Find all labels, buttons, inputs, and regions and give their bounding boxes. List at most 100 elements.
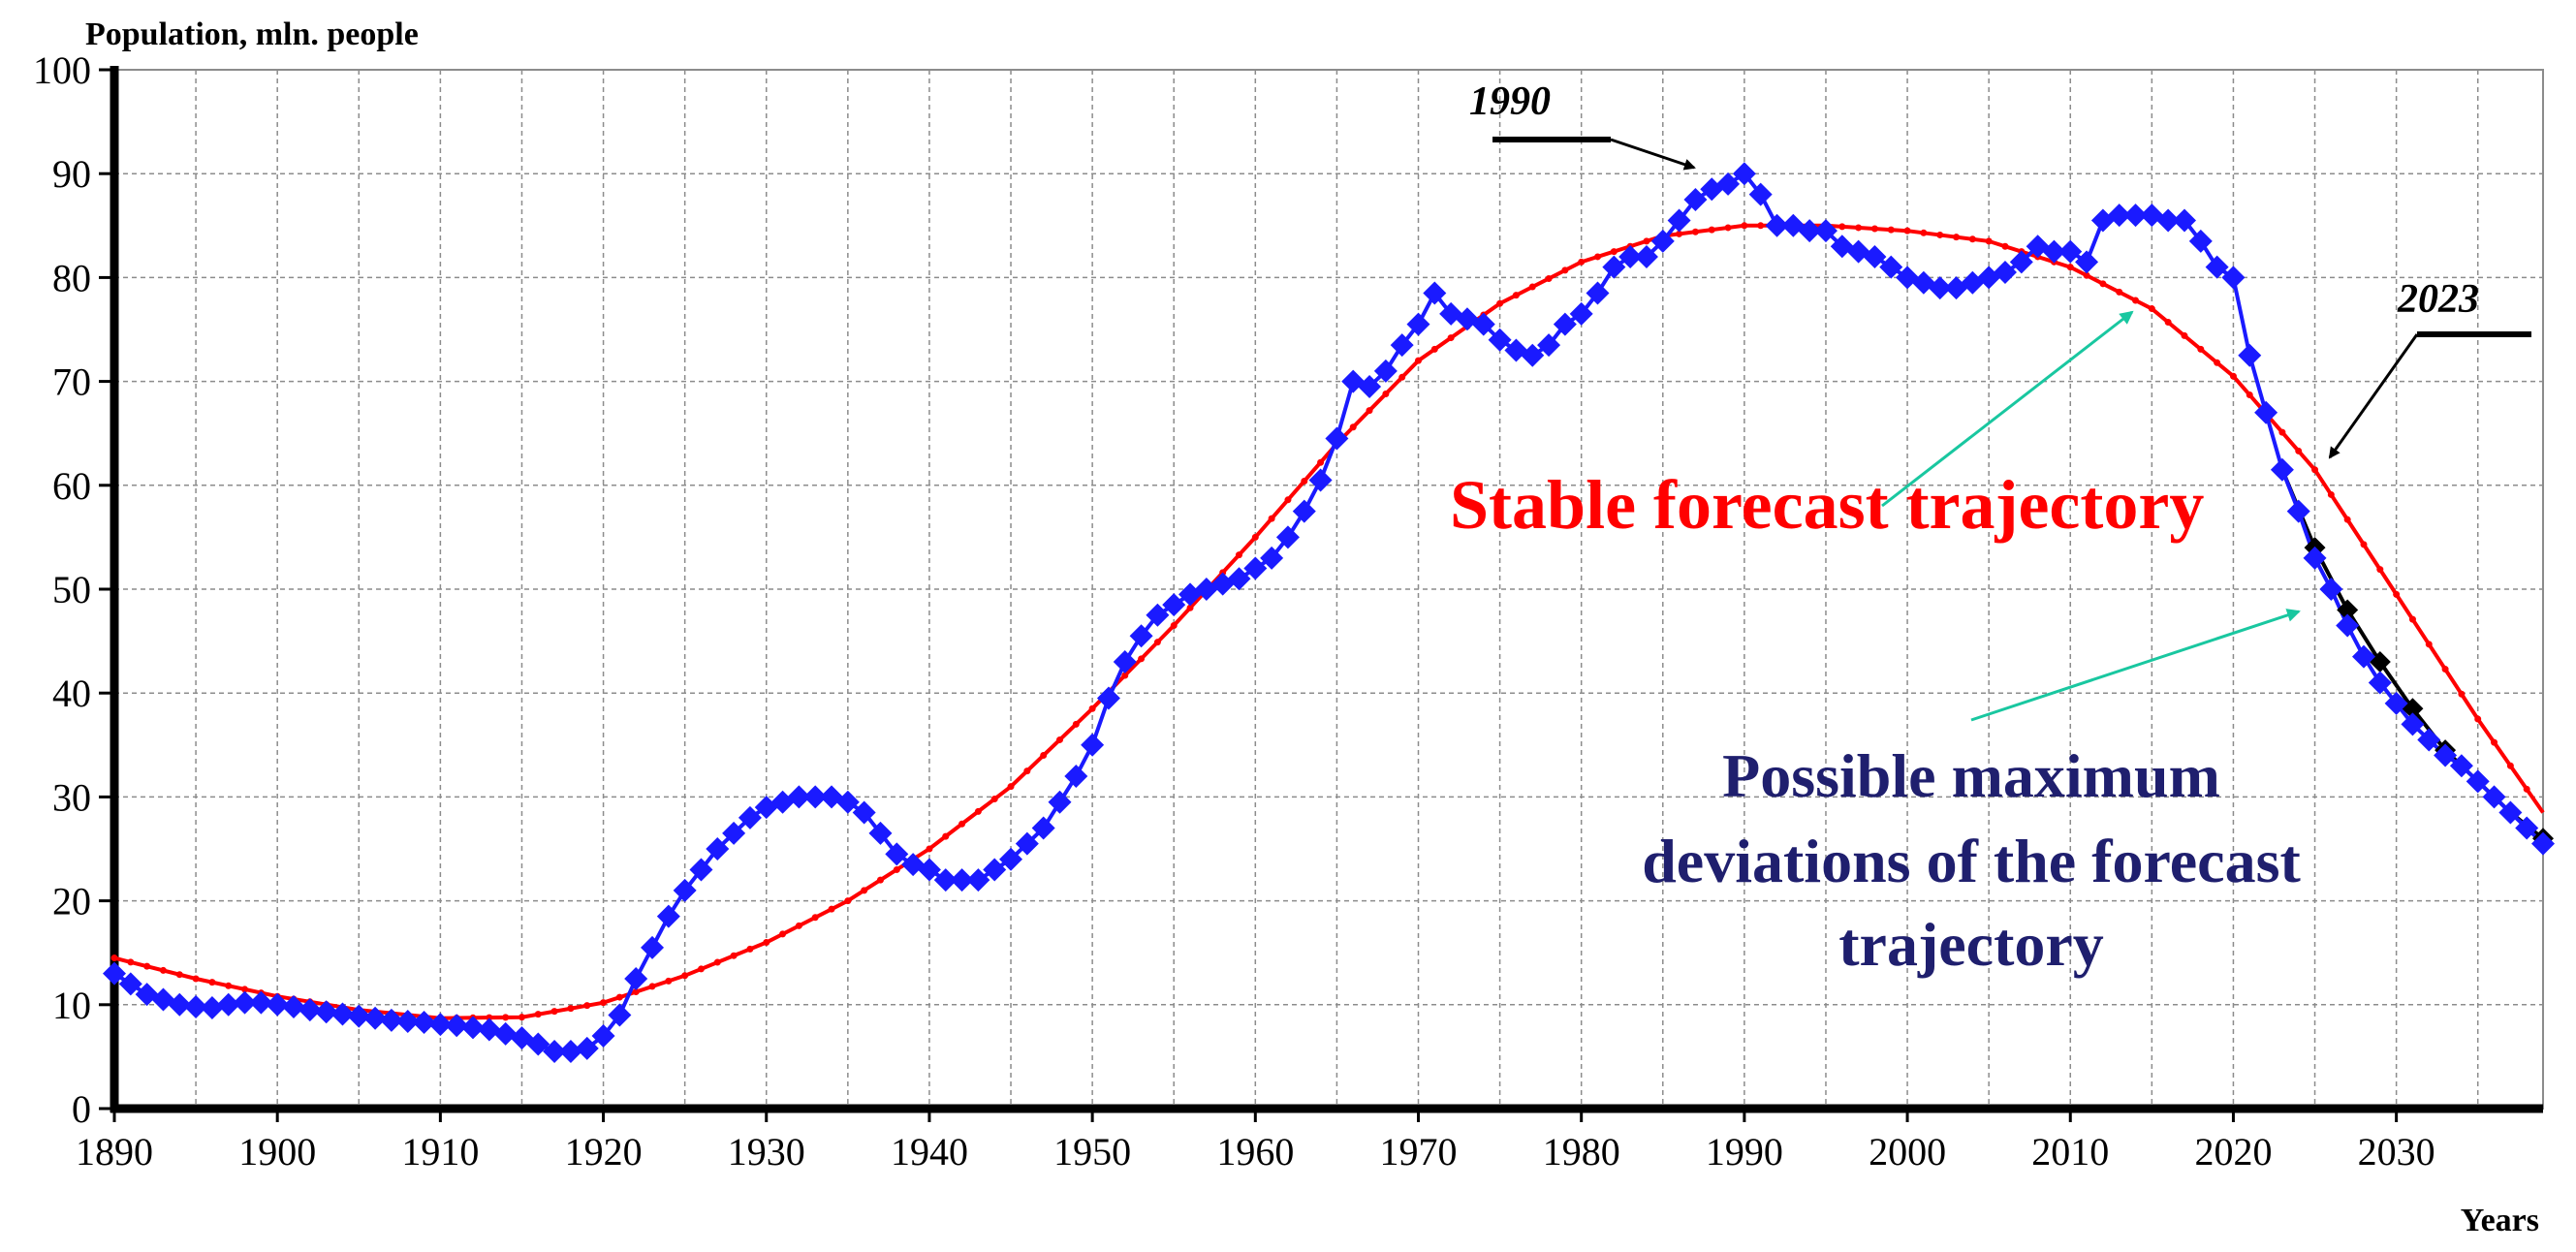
data-point bbox=[1903, 227, 1911, 235]
data-point bbox=[1153, 639, 1161, 646]
data-point bbox=[2009, 250, 2033, 274]
actual-population-markers bbox=[103, 162, 2555, 1064]
y-tick-label: 50 bbox=[52, 568, 91, 611]
data-point bbox=[1488, 328, 1512, 352]
data-point bbox=[550, 1008, 558, 1016]
deviation-label-line-2: deviations of the forecast bbox=[1642, 827, 2301, 895]
y-tick-label: 30 bbox=[52, 775, 91, 819]
data-point bbox=[1251, 533, 1259, 541]
data-point bbox=[159, 966, 167, 974]
data-point bbox=[942, 832, 950, 840]
data-point bbox=[2311, 466, 2319, 474]
x-tick-label: 1930 bbox=[728, 1130, 805, 1174]
data-point bbox=[1545, 274, 1553, 282]
data-point bbox=[999, 847, 1023, 871]
y-tick-label: 0 bbox=[72, 1087, 91, 1131]
y-tick-label: 20 bbox=[52, 880, 91, 923]
data-point bbox=[2197, 345, 2205, 353]
data-point bbox=[632, 988, 640, 996]
y-tick-label: 100 bbox=[33, 48, 91, 92]
data-point bbox=[1748, 182, 1773, 206]
data-point bbox=[779, 930, 787, 938]
data-point bbox=[852, 800, 876, 825]
data-point bbox=[1765, 213, 1789, 237]
data-point bbox=[1863, 244, 1887, 268]
data-point bbox=[1870, 225, 1878, 233]
data-point bbox=[2116, 288, 2123, 296]
data-point bbox=[861, 887, 868, 894]
data-point bbox=[746, 945, 754, 953]
data-point bbox=[1553, 312, 1577, 336]
data-point bbox=[1691, 228, 1699, 235]
data-point bbox=[868, 821, 893, 845]
data-point bbox=[681, 972, 689, 980]
x-tick-label: 1950 bbox=[1053, 1130, 1131, 1174]
data-point bbox=[2229, 372, 2237, 380]
data-point bbox=[893, 865, 900, 873]
data-point bbox=[763, 938, 770, 946]
data-point bbox=[1586, 281, 1610, 305]
data-point bbox=[363, 1006, 388, 1030]
data-point bbox=[192, 975, 200, 983]
data-point bbox=[738, 805, 762, 829]
data-point bbox=[2099, 280, 2107, 288]
data-point bbox=[558, 1040, 582, 1064]
data-point bbox=[2238, 343, 2262, 367]
data-point bbox=[103, 961, 126, 986]
data-point bbox=[1138, 655, 1146, 663]
data-point bbox=[2083, 271, 2090, 279]
data-point bbox=[486, 1014, 493, 1021]
data-point bbox=[1317, 458, 1325, 466]
data-point bbox=[127, 958, 135, 966]
data-point bbox=[844, 897, 852, 905]
data-point bbox=[885, 842, 909, 866]
data-point bbox=[2491, 738, 2498, 746]
y-tick-label: 10 bbox=[52, 984, 91, 1027]
data-point bbox=[1683, 188, 1708, 211]
data-point bbox=[2474, 715, 2482, 723]
x-tick-label: 1960 bbox=[1216, 1130, 1294, 1174]
data-point bbox=[567, 1005, 575, 1013]
data-point bbox=[314, 1000, 338, 1024]
annotation-2023: 2023 bbox=[2328, 277, 2531, 459]
data-point bbox=[2434, 743, 2458, 767]
data-point bbox=[2506, 762, 2514, 769]
data-point bbox=[591, 1023, 615, 1048]
data-point bbox=[2107, 203, 2131, 228]
x-tick-label: 1920 bbox=[565, 1130, 643, 1174]
data-point bbox=[876, 876, 884, 884]
x-tick-labels: 1890 1900 1910 1920 1930 1940 1950 1960 1970 1980… bbox=[76, 1130, 2435, 1174]
data-point bbox=[926, 845, 933, 853]
data-point bbox=[2205, 255, 2229, 279]
data-point bbox=[379, 1008, 403, 1032]
stable-forecast-markers bbox=[110, 222, 2530, 1022]
data-point bbox=[2319, 578, 2343, 601]
deviation-label-line-1: Possible maximum bbox=[1722, 741, 2220, 810]
data-point bbox=[2337, 599, 2359, 621]
x-tick-label: 1890 bbox=[76, 1130, 153, 1174]
data-point bbox=[534, 1011, 542, 1018]
data-point bbox=[2449, 754, 2473, 778]
data-point bbox=[1953, 234, 1961, 241]
annotation-stable: Stable forecast trajectory bbox=[1450, 310, 2204, 544]
data-point bbox=[1292, 499, 1316, 523]
data-point bbox=[2303, 546, 2327, 570]
data-point bbox=[583, 1002, 591, 1010]
data-point bbox=[1325, 426, 1349, 451]
data-point bbox=[958, 820, 966, 828]
stable-trajectory-label: Stable forecast trajectory bbox=[1450, 466, 2204, 544]
data-point bbox=[1366, 407, 1373, 415]
data-point bbox=[2482, 785, 2506, 809]
data-point bbox=[2066, 264, 2074, 271]
data-point bbox=[1382, 390, 1390, 397]
data-point bbox=[168, 992, 192, 1017]
data-point bbox=[518, 1014, 525, 1021]
data-point bbox=[1113, 650, 1137, 674]
y-tick-label: 40 bbox=[52, 672, 91, 715]
y-tick-label: 60 bbox=[52, 464, 91, 508]
data-point bbox=[2075, 250, 2099, 274]
data-point bbox=[2393, 590, 2401, 598]
data-point bbox=[795, 922, 802, 929]
data-point bbox=[2408, 615, 2416, 623]
data-point bbox=[1650, 229, 1675, 253]
